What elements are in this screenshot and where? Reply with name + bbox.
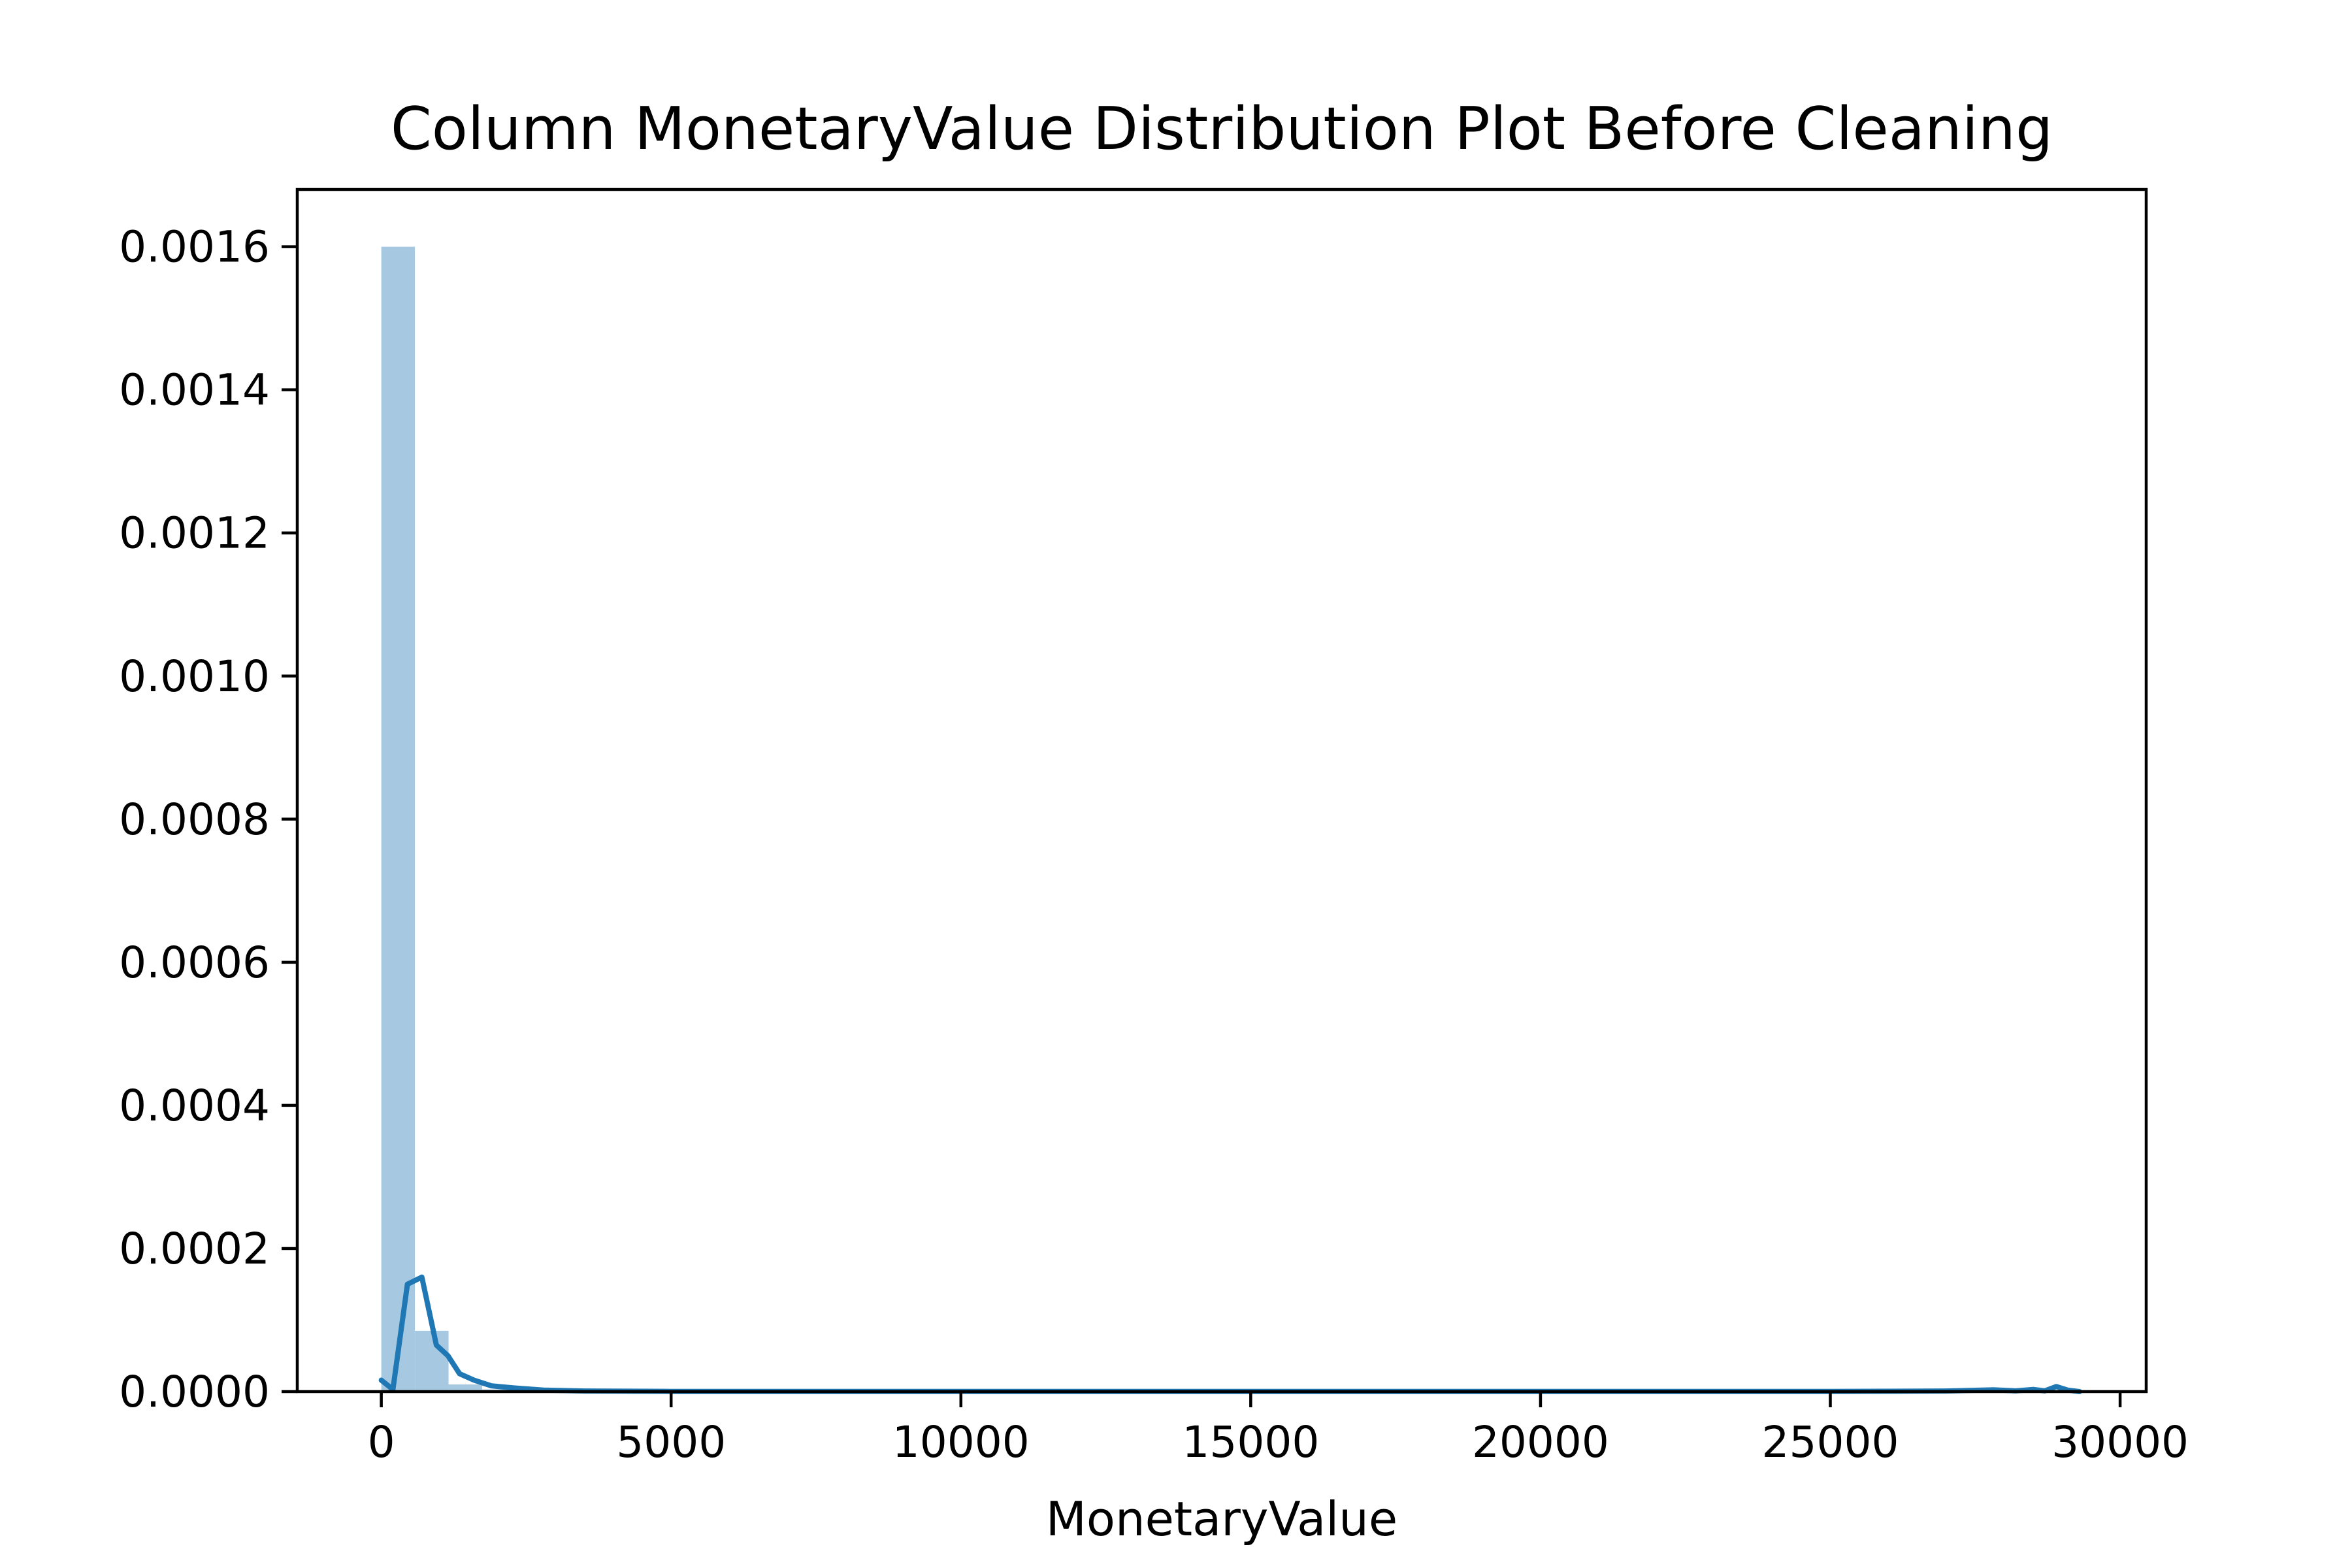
x-axis-ticks: 0 5000 10000 15000 20000 25000 30000 — [368, 1392, 2189, 1467]
y-tick-label: 0.0014 — [119, 365, 270, 416]
x-tick-label: 20000 — [1472, 1417, 1609, 1467]
y-tick-label: 0.0006 — [119, 938, 270, 988]
x-tick-label: 5000 — [616, 1417, 726, 1467]
y-tick-label: 0.0004 — [119, 1081, 270, 1131]
y-tick-label: 0.0002 — [119, 1224, 270, 1274]
chart-title: Column MonetaryValue Distribution Plot B… — [391, 95, 2053, 163]
y-tick-label: 0.0016 — [119, 222, 270, 272]
x-tick-label: 0 — [368, 1417, 395, 1467]
x-tick-label: 25000 — [1762, 1417, 1899, 1467]
plot-frame — [295, 188, 2148, 1394]
y-tick-label: 0.0000 — [119, 1367, 270, 1417]
histogram-bars — [381, 246, 516, 1392]
y-tick-label: 0.0012 — [119, 508, 270, 559]
y-tick-label: 0.0008 — [119, 794, 270, 845]
x-tick-label: 10000 — [892, 1417, 1030, 1467]
histogram-bar — [381, 246, 416, 1392]
histogram-bar — [415, 1330, 449, 1392]
histogram-bar — [448, 1384, 482, 1392]
x-tick-label: 30000 — [2051, 1417, 2189, 1467]
y-tick-label: 0.0010 — [119, 651, 270, 702]
x-axis-title: MonetaryValue — [1046, 1492, 1397, 1546]
y-axis-ticks: 0.0000 0.0002 0.0004 0.0006 0.0008 0.0010 0.00… — [119, 222, 297, 1417]
x-tick-label: 15000 — [1182, 1417, 1319, 1467]
